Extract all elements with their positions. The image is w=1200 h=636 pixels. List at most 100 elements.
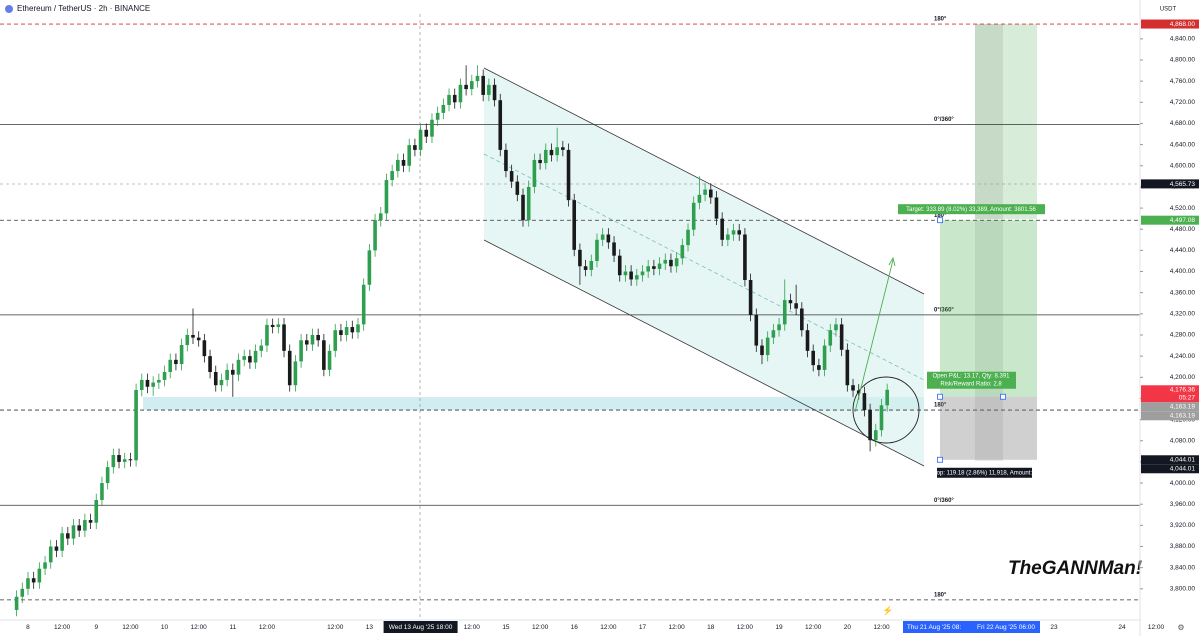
arrow-line — [854, 259, 894, 413]
currency[interactable]: USDT — [1160, 7, 1177, 13]
candle-body — [794, 303, 798, 309]
x-tick-label: 12:00 — [805, 624, 822, 631]
candle-body — [458, 84, 463, 103]
candle-body — [754, 314, 759, 346]
candle-body — [879, 405, 884, 431]
candle-body — [765, 337, 770, 356]
support-zone — [143, 397, 924, 410]
candle-body — [663, 259, 668, 264]
candle-body — [77, 525, 81, 531]
candle-body — [748, 279, 753, 315]
candle-body — [162, 371, 167, 380]
candle-body — [782, 300, 787, 325]
candle-body — [66, 533, 70, 539]
x-tick-label: 12:00 — [873, 624, 890, 631]
candle-body — [657, 263, 662, 269]
candle-body — [606, 234, 611, 243]
candle-body — [304, 340, 309, 345]
candle-body — [811, 350, 815, 366]
x-tick-label: 9 — [94, 624, 98, 631]
candle-body — [885, 389, 889, 406]
candle-body — [213, 371, 218, 386]
candle-body — [270, 324, 275, 328]
y-tick-label: 4,640.00 — [1170, 141, 1196, 148]
candle-body — [339, 330, 343, 335]
y-tick-label: 4,720.00 — [1170, 99, 1196, 106]
candle-body — [310, 334, 315, 345]
candle-body — [316, 334, 320, 341]
x-tick-label: 11 — [229, 624, 236, 631]
price-label: 4,868.00 — [1170, 21, 1196, 28]
symbol-icon — [5, 5, 13, 13]
candle-body — [612, 242, 616, 256]
price-label: 4,163.19 — [1170, 413, 1196, 420]
candle-body — [543, 149, 548, 164]
candle-body — [378, 213, 383, 221]
y-tick-label: 3,920.00 — [1170, 522, 1196, 529]
candle-body — [669, 259, 673, 267]
candle-body — [361, 284, 366, 325]
candle-body — [276, 324, 281, 328]
candle-body — [248, 356, 252, 363]
candle-body — [686, 229, 690, 246]
candle-body — [31, 578, 36, 583]
price-label-box — [1141, 215, 1199, 225]
settings-icon[interactable]: ⚙ — [1177, 623, 1184, 632]
x-tick-label: 20 — [844, 624, 852, 631]
y-tick-label: 3,960.00 — [1170, 501, 1196, 508]
candle-body — [623, 271, 628, 276]
highlight-circle — [852, 376, 920, 444]
target-label-box — [898, 204, 1045, 215]
candle-body — [174, 359, 178, 365]
candle-body — [322, 340, 326, 370]
y-tick-label: 3,880.00 — [1170, 543, 1196, 550]
stop-label: Stop: 119.18 (2.86%) 11,918, Amount: 0 — [931, 470, 1038, 476]
y-tick-label: 4,840.00 — [1170, 36, 1196, 43]
candle-body — [94, 499, 99, 523]
candle-body — [282, 324, 286, 351]
candle-body — [555, 147, 559, 156]
y-tick-label: 4,280.00 — [1170, 332, 1196, 339]
candle-body — [691, 202, 696, 230]
candle-body — [561, 147, 565, 150]
alert-icon[interactable]: ⚡ — [882, 604, 893, 616]
candle-body — [168, 359, 173, 372]
candle-body — [521, 194, 525, 221]
price-axis: 4,840.00 4,800.00 4,760.00 4,720.00 4,680.00… — [1140, 19, 1199, 593]
candle-body — [71, 525, 76, 539]
candle-body — [435, 112, 440, 120]
candle-body — [350, 327, 355, 333]
symbol-title[interactable]: Ethereum / TetherUS · 2h · BINANCE — [17, 4, 150, 13]
gann-level-label: 180° — [934, 213, 947, 219]
price-label: 4,163.19 — [1170, 404, 1196, 411]
candle-body — [231, 369, 235, 375]
candle-body — [583, 266, 588, 270]
y-tick-label: 4,800.00 — [1170, 57, 1196, 64]
candle-body — [139, 379, 144, 390]
candle-body — [538, 159, 542, 164]
candle-body — [862, 393, 867, 411]
candle-body — [777, 324, 781, 331]
y-tick-label: 4,360.00 — [1170, 289, 1196, 296]
y-tick-label: 4,600.00 — [1170, 162, 1196, 169]
candle-body — [566, 149, 571, 201]
y-tick-label: 3,800.00 — [1170, 586, 1196, 593]
candle-body — [418, 129, 423, 150]
candle-body — [401, 159, 406, 166]
y-tick-label: 4,440.00 — [1170, 247, 1196, 254]
price-label: 4,044.01 — [1170, 457, 1196, 464]
candle-body — [595, 239, 599, 261]
x-tick-label: 12:00 — [191, 624, 208, 631]
candle-body — [470, 81, 474, 90]
candle-body — [697, 194, 702, 203]
x-tick-label: 19 — [775, 624, 783, 631]
candle-body — [413, 145, 417, 150]
x-future-label: Thu 21 Aug '25 08: — [907, 624, 962, 631]
candle-body — [287, 350, 292, 386]
x-tick-label: 13 — [366, 624, 374, 631]
candles — [14, 65, 889, 617]
price-label-box — [1141, 385, 1199, 403]
candle-body — [731, 230, 736, 235]
candle-body — [578, 249, 582, 267]
